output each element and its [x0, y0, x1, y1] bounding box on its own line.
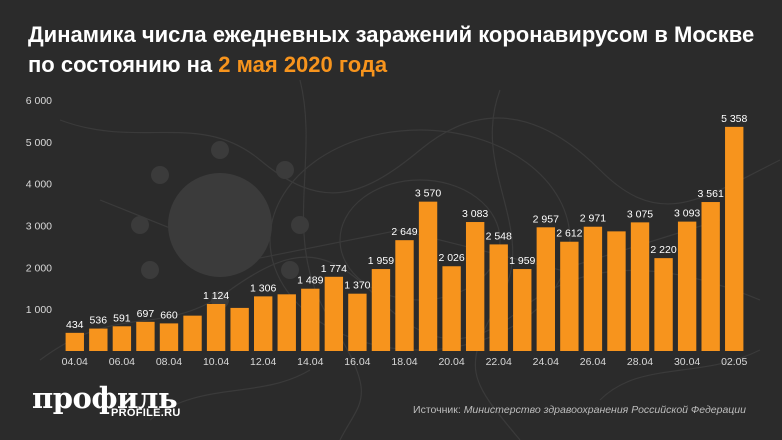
bar-21.04: [465, 222, 485, 351]
data-label: 434: [66, 319, 84, 331]
data-label: 1 370: [344, 280, 370, 292]
data-label: 536: [90, 315, 108, 327]
x-tick-label: 22.04: [486, 356, 512, 368]
bar-25.04: [560, 241, 579, 351]
bar-30.04: [677, 221, 697, 351]
data-label: 3 561: [698, 188, 724, 200]
bar-05.04: [89, 328, 108, 351]
bar-17.04: [371, 269, 391, 351]
data-label: 3 093: [674, 208, 700, 220]
data-label: 1 959: [509, 255, 535, 267]
title-main: Динамика числа ежедневных заражений коро…: [28, 22, 755, 77]
profile-logo: профиль: [32, 381, 178, 415]
y-tick-label: 1 000: [26, 304, 52, 316]
bar-16.04: [348, 293, 367, 351]
data-label: 660: [160, 309, 178, 321]
data-label: 2 971: [580, 213, 606, 225]
data-label: 3 083: [462, 208, 488, 220]
x-tick-label: 12.04: [250, 356, 276, 368]
x-tick-label: 02.05: [721, 356, 747, 368]
source-label: Источник:: [413, 404, 461, 416]
x-tick-label: 28.04: [627, 356, 653, 368]
data-label: 2 612: [556, 228, 582, 240]
y-tick-label: 4 000: [26, 179, 52, 191]
bar-08.04: [159, 323, 179, 351]
bar-09.04: [183, 315, 202, 351]
bar-29.04: [654, 258, 673, 351]
x-tick-label: 20.04: [438, 356, 464, 368]
data-label: 2 957: [533, 213, 559, 225]
bar-10.04: [206, 303, 226, 351]
bar-02.05: [725, 126, 744, 352]
data-label: 1 489: [297, 275, 323, 287]
x-tick-label: 04.04: [62, 356, 88, 368]
data-label: 1 124: [203, 290, 229, 302]
bar-24.04: [536, 227, 555, 351]
data-label: 1 959: [368, 255, 394, 267]
data-label: 1 306: [250, 282, 276, 294]
virus-illustration: [131, 141, 309, 309]
title-date-highlight: 2 мая 2020 года: [218, 52, 388, 77]
x-tick-label: 30.04: [674, 356, 700, 368]
x-tick-label: 06.04: [109, 356, 135, 368]
bar-12.04: [254, 296, 273, 351]
y-tick-label: 6 000: [26, 95, 52, 107]
data-label: 2 649: [391, 226, 417, 238]
bar-07.04: [136, 321, 155, 351]
x-tick-label: 14.04: [297, 356, 323, 368]
bar-23.04: [513, 269, 532, 351]
bar-19.04: [418, 201, 438, 351]
bar-22.04: [489, 244, 508, 351]
data-label: 3 075: [627, 208, 653, 220]
data-label: 1 774: [321, 263, 347, 275]
x-tick-label: 26.04: [580, 356, 606, 368]
data-label: 2 220: [650, 244, 676, 256]
bar-28.04: [630, 222, 650, 351]
y-tick-label: 2 000: [26, 262, 52, 274]
x-tick-label: 16.04: [344, 356, 370, 368]
bar-13.04: [277, 294, 296, 351]
data-label: 3 570: [415, 188, 441, 200]
data-label: 2 548: [486, 230, 512, 242]
chart-title: Динамика числа ежедневных заражений коро…: [28, 20, 768, 80]
y-tick-label: 5 000: [26, 137, 52, 149]
bar-04.04: [65, 332, 84, 351]
y-tick-label: 3 000: [26, 221, 52, 233]
x-tick-label: 10.04: [203, 356, 229, 368]
bar-27.04: [607, 231, 626, 351]
bar-06.04: [112, 326, 132, 351]
bar-11.04: [230, 307, 249, 351]
bar-20.04: [442, 266, 461, 351]
data-label: 2 026: [438, 252, 464, 264]
profile-logo-url: PROFILE.RU: [111, 407, 181, 419]
data-label: 697: [137, 308, 155, 320]
x-tick-label: 08.04: [156, 356, 182, 368]
data-label: 5 358: [721, 113, 747, 125]
data-label: 591: [113, 312, 131, 324]
bar-15.04: [324, 276, 344, 351]
bar-18.04: [395, 240, 414, 351]
x-tick-label: 18.04: [391, 356, 417, 368]
source-text: Министерство здравоохранения Российской …: [463, 404, 746, 416]
bar-26.04: [583, 226, 603, 351]
bar-14.04: [301, 288, 320, 351]
bar-01.05: [701, 202, 720, 351]
source-note: Источник: Министерство здравоохранения Р…: [413, 404, 746, 416]
x-tick-label: 24.04: [533, 356, 559, 368]
